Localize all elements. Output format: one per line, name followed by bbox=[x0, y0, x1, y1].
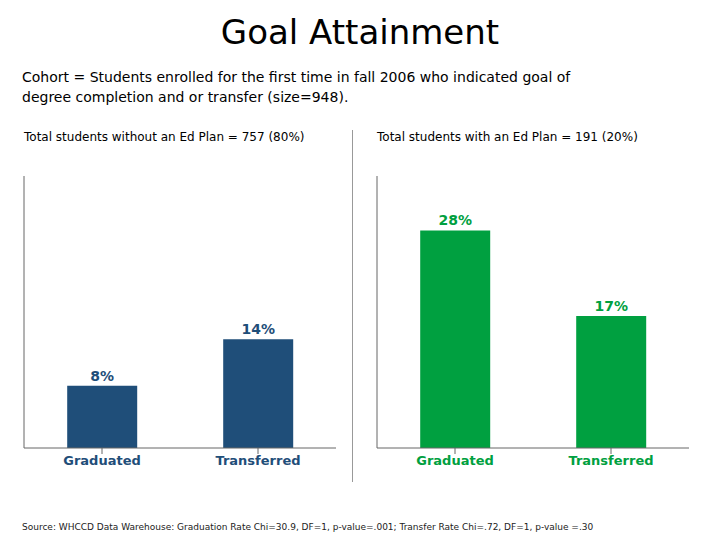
svg-text:Graduated: Graduated bbox=[416, 453, 494, 468]
html-text:Total students with an Ed Plan: Total students with an Ed Plan = 191 (20… bbox=[377, 130, 638, 144]
html-text:Cohort = Students enrolled for: Cohort = Students enrolled for the first… bbox=[22, 69, 571, 105]
svg-text:17%: 17% bbox=[594, 298, 628, 314]
svg-text:Transferred: Transferred bbox=[568, 453, 653, 468]
html-text:Source: WHCCD Data Warehouse:: Source: WHCCD Data Warehouse: Graduation… bbox=[22, 522, 594, 532]
html-text:Goal Attainment: Goal Attainment bbox=[220, 12, 500, 52]
svg-text:14%: 14% bbox=[241, 321, 275, 337]
svg-text:28%: 28% bbox=[438, 212, 472, 228]
svg-text:8%: 8% bbox=[90, 368, 114, 384]
html-text:Total students without an Ed P: Total students without an Ed Plan = 757 … bbox=[24, 130, 305, 144]
svg-text:Transferred: Transferred bbox=[215, 453, 300, 468]
svg-text:Graduated: Graduated bbox=[63, 453, 141, 468]
